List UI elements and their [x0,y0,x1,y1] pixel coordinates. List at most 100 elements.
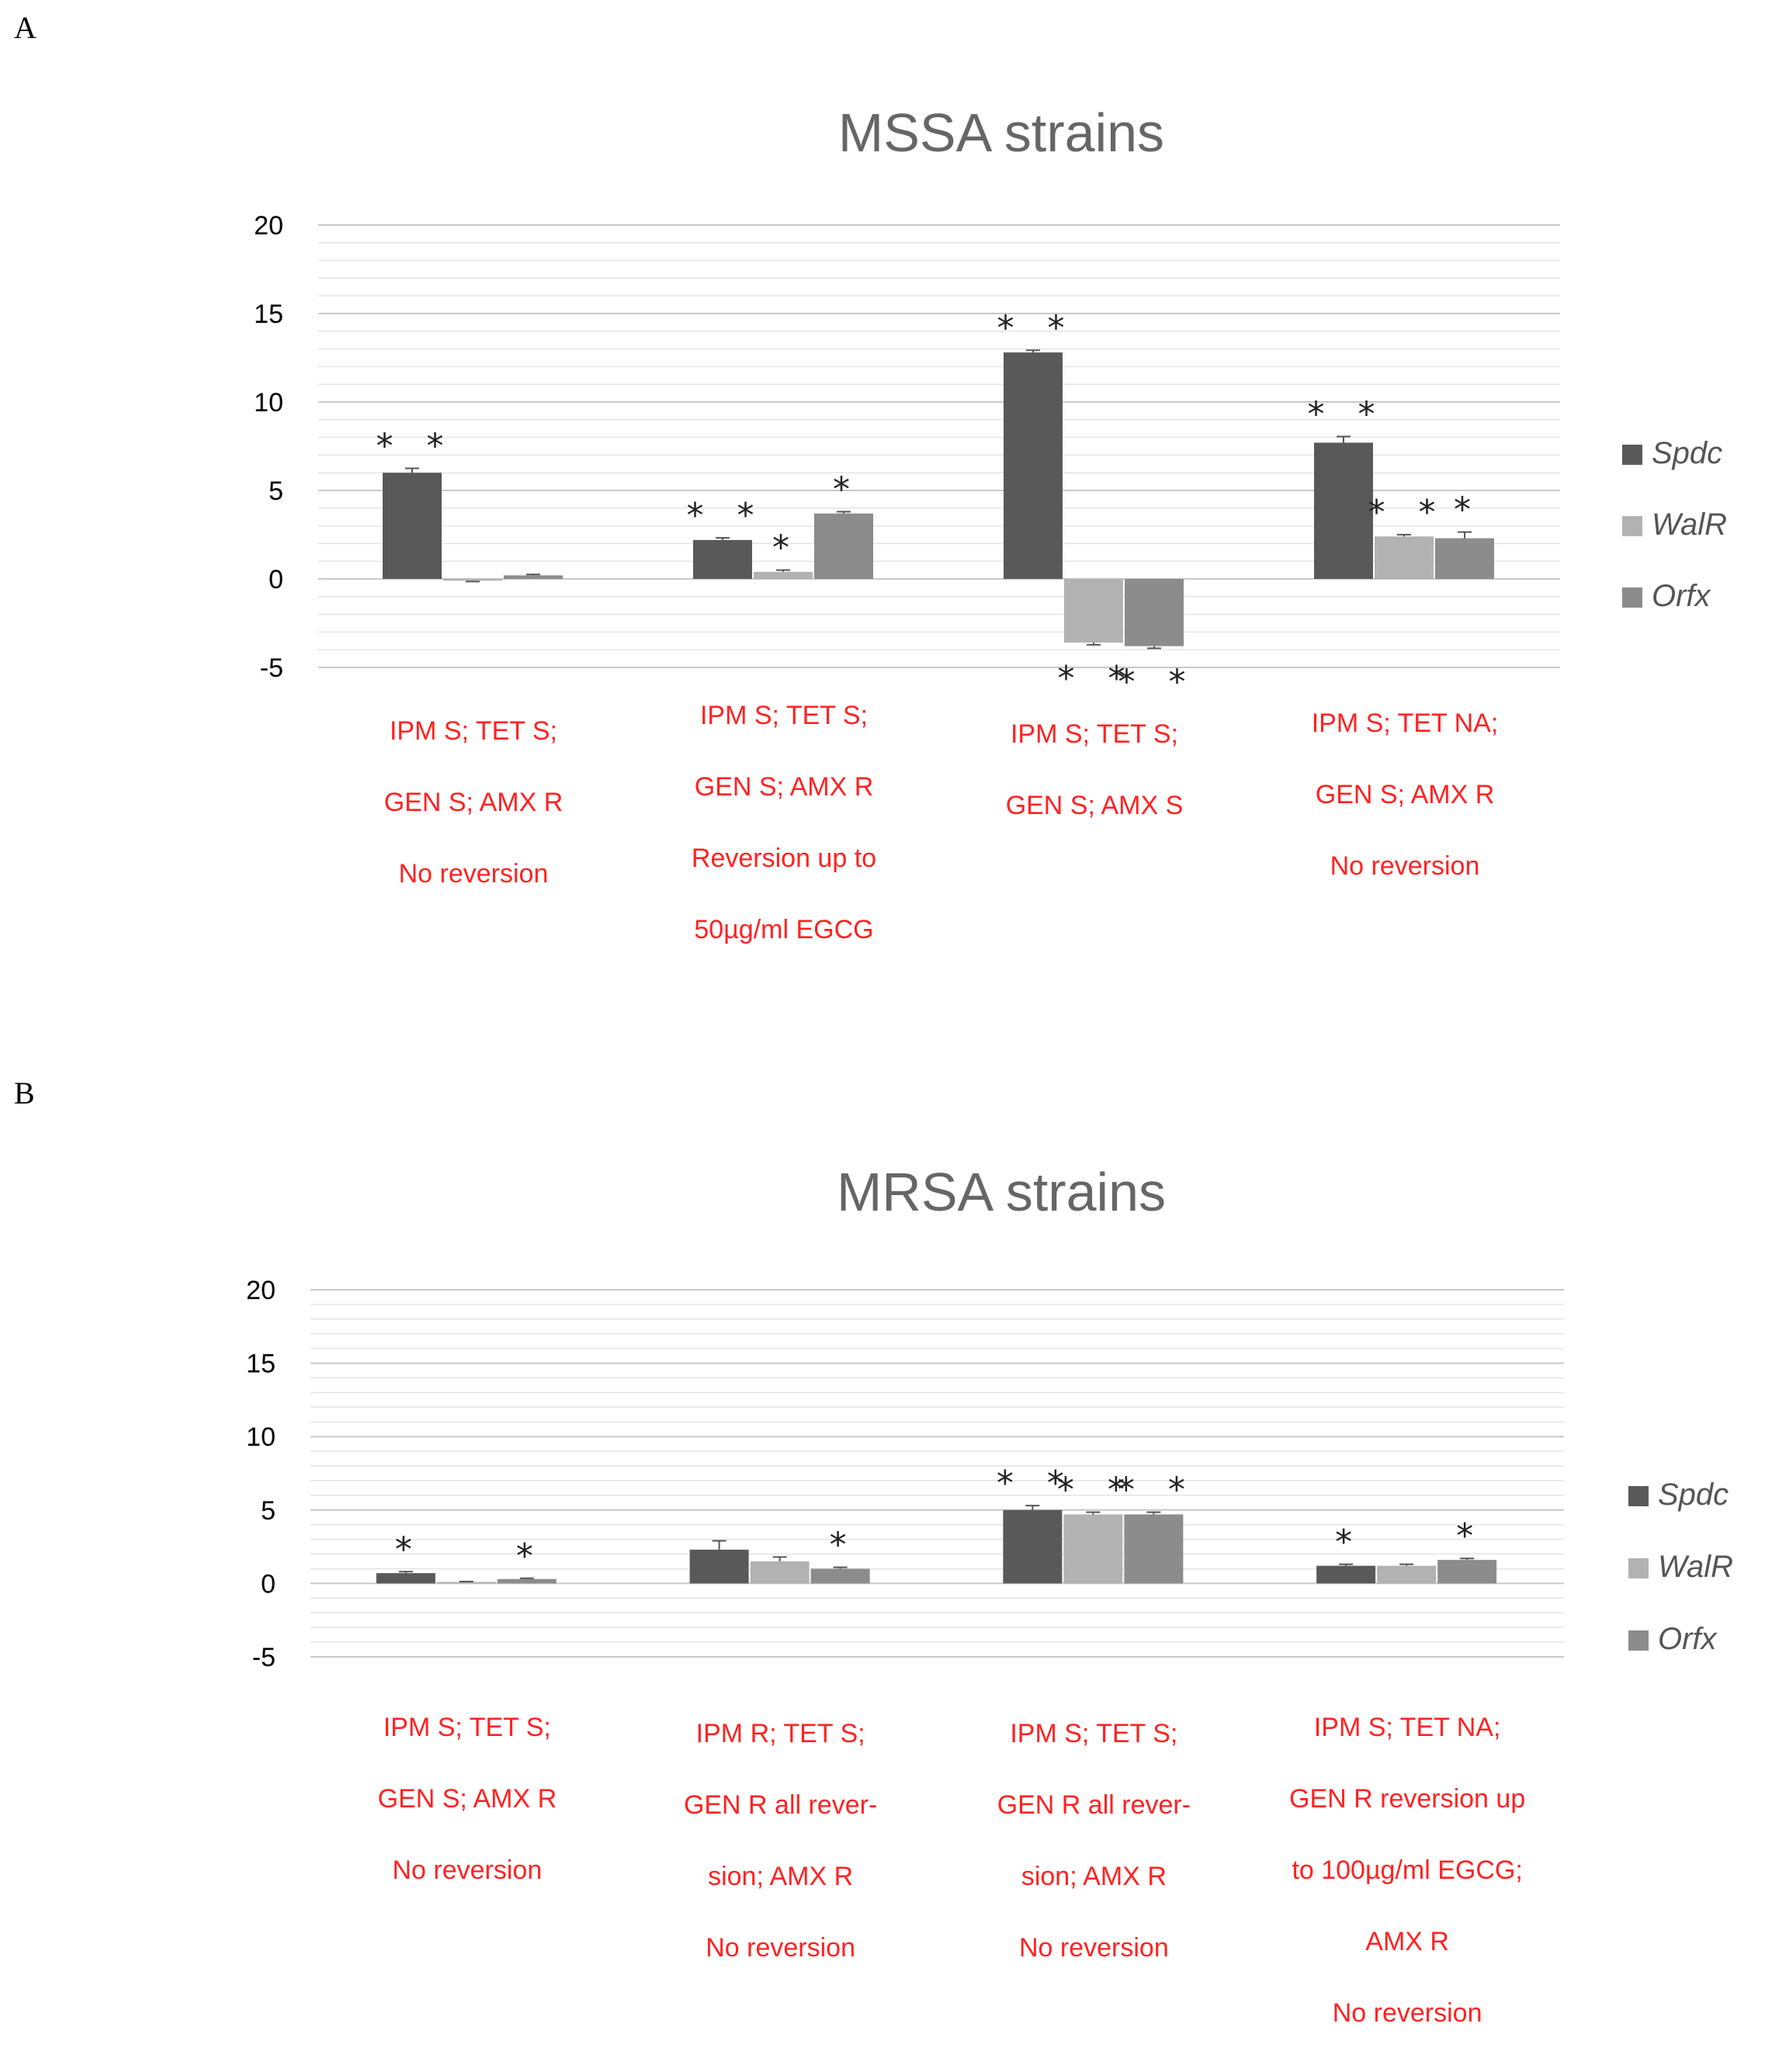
mssa-category-label: IPM S; TET NA; GEN S; AMX R No reversion [1242,688,1568,902]
mssa-legend-label-orfx: Orfx [1652,579,1712,613]
mssa-ytick-label: 20 [254,211,283,241]
mrsa-legend-label-orfx: Orfx [1658,1622,1718,1656]
mrsa-legend-label-spdc: Spdc [1658,1478,1729,1512]
mssa-category-label-line: GEN S; AMX S [1005,791,1184,820]
mrsa-category-label-line: IPM S; TET S; [1010,1719,1178,1748]
mrsa-category-label-line: GEN R all rever- [683,1790,878,1820]
mrsa-legend-swatch-walr [1628,1558,1649,1578]
mssa-bar-orfx [814,513,873,579]
mrsa-bar-walr [750,1561,810,1584]
mrsa-bar-walr [436,1582,496,1584]
mrsa-bar-orfx [1124,1514,1184,1584]
mssa-category-label-line: IPM S; TET S; [389,716,558,746]
mssa-title: MSSA strains [838,102,1164,163]
mrsa-category-label-line: No reversion [706,1933,855,1963]
mrsa-category-label-line: No reversion [1332,1998,1482,2028]
mssa-bar-walr [754,571,813,579]
mssa-significance-mark: * * [1306,394,1381,434]
mrsa-ytick-label: -5 [252,1643,276,1672]
mrsa-category-label: IPM R; TET S; GEN R all rever-sion; AMX R… [618,1698,944,1984]
mssa-category-label-line: No reversion [398,859,549,889]
mrsa-bar-orfx [497,1578,557,1584]
mrsa-category-label-line: sion; AMX R [1021,1862,1167,1891]
mssa-bar-spdc [383,473,442,579]
mrsa-significance-mark: * * [995,1464,1070,1503]
mssa-legend-swatch-walr [1622,516,1642,536]
mrsa-category-label-line: No reversion [392,1855,543,1885]
mrsa-category-label-line: sion; AMX R [708,1862,854,1891]
mrsa-category-label-line: GEN R reversion up [1289,1784,1526,1814]
mssa-category-label-line: IPM S; TET NA; [1311,709,1499,738]
mssa-category-label: IPM S; TET S; GEN S; AMX S [931,698,1257,841]
mrsa-significance-mark: * [1333,1523,1359,1562]
mrsa-category-label-line: GEN R all rever- [997,1790,1191,1820]
mssa-legend-label-spdc: Spdc [1652,436,1722,470]
mrsa-legend-swatch-orfx [1628,1630,1649,1651]
mrsa-significance-mark: * * [1116,1471,1191,1510]
mssa-bar-spdc [1314,442,1373,579]
mssa-category-label-line: GEN S; AMX R [694,772,874,802]
mrsa-significance-mark: * [515,1537,540,1576]
mrsa-ytick-label: 0 [261,1569,276,1599]
mssa-ytick-label: 0 [269,565,283,594]
mssa-category-label: IPM S; TET S; GEN S; AMX R No reversion [310,695,636,910]
mrsa-bar-walr [1063,1514,1123,1584]
mssa-bar-orfx [1435,538,1494,579]
panel-a-letter: A [14,10,36,45]
mssa-bar-orfx [504,575,563,579]
mssa-category-label-line: Reversion up to [691,844,877,873]
mrsa-ytick-label: 10 [246,1422,276,1452]
mssa-category-label-line: No reversion [1330,851,1480,881]
mrsa-bar-spdc [1003,1509,1063,1584]
mrsa-significance-mark: * [1455,1516,1480,1556]
mssa-significance-mark: * * [374,427,449,466]
mrsa-title: MRSA strains [837,1162,1166,1222]
mssa-bar-walr [1375,536,1434,579]
mssa-legend-swatch-orfx [1622,587,1642,608]
mssa-significance-mark: * * [685,496,760,535]
mssa-significance-mark: * [1452,490,1478,530]
mssa-ytick-label: 10 [254,388,283,418]
mrsa-category-label: IPM S; TET S; GEN R all rever-sion; AMX R… [931,1698,1257,1984]
mssa-ytick-label: 15 [254,300,283,329]
mssa-significance-mark: * * [1056,659,1131,698]
mrsa-category-label-line: IPM R; TET S; [695,1719,865,1748]
mssa-significance-mark: * * [1366,493,1441,532]
mrsa-chart: MRSA strains 20 15 10 5 0 -5 * * * * * * * * * * * Spdc… [246,1162,1733,1672]
mrsa-significance-mark: * * [1056,1471,1131,1510]
mrsa-category-label-line: to 100µg/ml EGCG; [1292,1855,1523,1885]
mssa-bar-spdc [693,539,752,579]
mssa-significance-mark: * [771,528,796,568]
mrsa-ytick-label: 20 [246,1276,276,1305]
mssa-legend-label-walr: WalR [1652,508,1727,542]
mrsa-significance-mark: * [394,1530,419,1569]
mssa-bar-walr [1064,579,1123,643]
mrsa-legend-label-walr: WalR [1658,1550,1733,1584]
mrsa-category-label-line: GEN S; AMX R [377,1784,557,1814]
mrsa-ytick-label: 5 [261,1496,276,1526]
panel-b-letter: B [14,1076,35,1110]
mrsa-category-label-line: No reversion [1019,1933,1169,1963]
mrsa-bar-spdc [689,1549,749,1584]
mrsa-bar-walr [1377,1565,1437,1584]
mrsa-category-label-line: IPM S; TET NA; [1313,1713,1501,1742]
mssa-bar-spdc [1004,352,1063,579]
mssa-bar-walr [443,579,502,581]
mrsa-category-label: IPM S; TET NA; GEN R reversion up to 100µg… [1244,1692,1570,2049]
mrsa-category-label: IPM S; TET S; GEN S; AMX R No reversion [304,1692,630,1906]
mssa-significance-mark: * * [1116,662,1191,702]
mssa-category-label-line: IPM S; TET S; [1010,719,1179,749]
mssa-significance-mark: * * [995,308,1070,348]
mssa-category-label-line: IPM S; TET S; [699,701,869,730]
mrsa-bar-orfx [810,1568,870,1584]
mrsa-bar-spdc [1316,1565,1376,1584]
mrsa-legend-swatch-spdc [1628,1486,1649,1506]
mrsa-bar-spdc [376,1573,435,1584]
mrsa-bar-orfx [1437,1560,1497,1584]
mssa-ytick-label: 5 [269,476,283,506]
mrsa-category-label-line: IPM S; TET S; [383,1713,551,1742]
mssa-category-label-line: GEN S; AMX R [383,788,563,817]
mssa-ytick-label: -5 [260,653,283,683]
mrsa-category-label-line: AMX R [1365,1927,1449,1956]
